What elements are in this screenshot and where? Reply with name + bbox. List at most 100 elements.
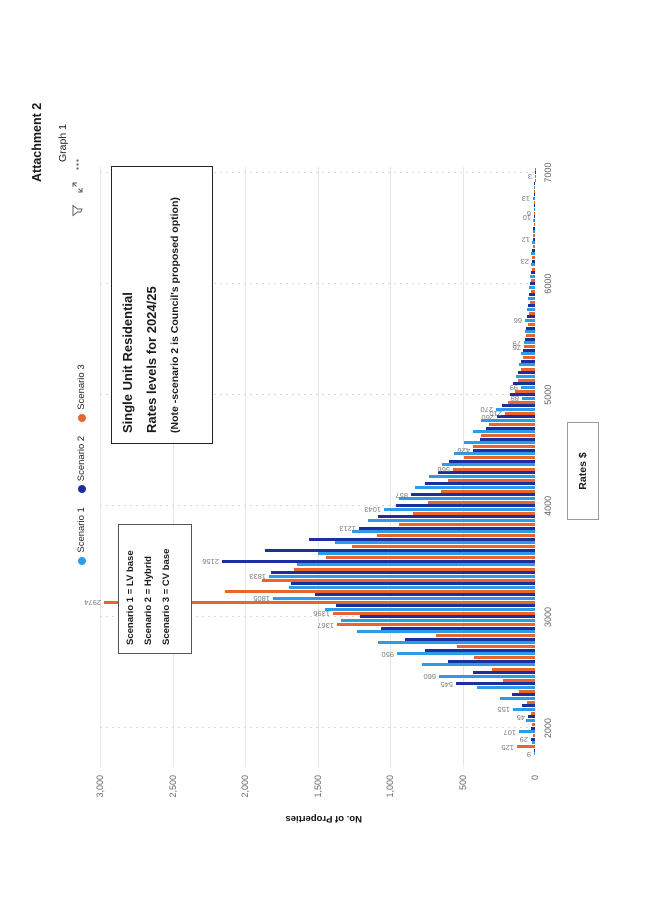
bar-scenario-1[interactable] <box>531 252 535 256</box>
bar-scenario-3[interactable] <box>491 667 535 671</box>
bar-scenario-2[interactable] <box>404 637 535 641</box>
more-options-icon[interactable] <box>70 158 84 172</box>
bar-scenario-3[interactable] <box>532 245 535 249</box>
bar-scenario-3[interactable] <box>530 712 535 715</box>
bar-scenario-2[interactable] <box>528 715 535 719</box>
bar-scenario-3[interactable] <box>529 300 535 304</box>
bar-scenario-1[interactable] <box>512 707 535 711</box>
bar-scenario-1[interactable] <box>523 341 535 345</box>
bar-scenario-1[interactable] <box>317 552 535 556</box>
bar-scenario-3[interactable] <box>527 700 535 704</box>
bar-scenario-1[interactable] <box>442 463 535 467</box>
bar-scenario-2[interactable] <box>265 548 535 552</box>
bar-scenario-3[interactable] <box>504 412 535 415</box>
bar-scenario-1[interactable] <box>414 485 535 489</box>
bar-scenario-3[interactable] <box>531 723 535 727</box>
bar-scenario-1[interactable] <box>533 185 535 189</box>
legend-item-scenario-1[interactable]: Scenario 1 <box>76 507 87 565</box>
bar-scenario-2[interactable] <box>530 271 535 275</box>
bar-scenario-1[interactable] <box>525 330 535 334</box>
bar-scenario-1[interactable] <box>288 585 535 589</box>
bar-scenario-2[interactable] <box>472 671 535 675</box>
bar-scenario-1[interactable] <box>334 541 535 545</box>
bar-scenario-3[interactable] <box>531 267 535 271</box>
bar-scenario-1[interactable] <box>356 630 535 634</box>
bar-scenario-3[interactable] <box>530 289 535 293</box>
bar-scenario-1[interactable] <box>532 741 535 745</box>
bar-scenario-3[interactable] <box>532 256 535 260</box>
bar-scenario-2[interactable] <box>510 393 535 397</box>
bar-scenario-2[interactable] <box>524 337 535 341</box>
bar-scenario-1[interactable] <box>472 430 535 434</box>
bar-scenario-3[interactable] <box>534 200 535 204</box>
bar-scenario-3[interactable] <box>516 745 535 749</box>
bar-scenario-2[interactable] <box>501 404 535 408</box>
bar-scenario-1[interactable] <box>352 530 535 534</box>
bar-scenario-2[interactable] <box>222 559 535 563</box>
bar-scenario-1[interactable] <box>519 730 535 734</box>
bar-scenario-1[interactable] <box>439 674 535 678</box>
bar-scenario-1[interactable] <box>521 352 535 356</box>
bar-scenario-1[interactable] <box>421 663 535 667</box>
bar-scenario-3[interactable] <box>474 656 535 660</box>
bar-scenario-3[interactable] <box>224 589 535 593</box>
bar-scenario-2[interactable] <box>455 682 535 686</box>
filter-icon[interactable] <box>70 204 84 218</box>
bar-scenario-2[interactable] <box>517 371 535 375</box>
bar-scenario-3[interactable] <box>534 189 535 193</box>
bar-scenario-1[interactable] <box>532 230 535 234</box>
bar-scenario-1[interactable] <box>516 374 535 378</box>
bar-scenario-2[interactable] <box>395 504 535 508</box>
bar-scenario-2[interactable] <box>529 293 535 297</box>
bar-scenario-2[interactable] <box>448 659 535 663</box>
bar-scenario-2[interactable] <box>533 215 535 219</box>
bar-scenario-2[interactable] <box>359 615 535 619</box>
bar-scenario-3[interactable] <box>533 223 535 227</box>
bar-scenario-2[interactable] <box>530 282 535 286</box>
bar-scenario-1[interactable] <box>397 652 535 656</box>
bar-scenario-3[interactable] <box>517 378 535 382</box>
bar-scenario-1[interactable] <box>269 574 535 578</box>
bar-scenario-2[interactable] <box>314 593 535 597</box>
bar-scenario-2[interactable] <box>533 226 535 230</box>
bar-scenario-2[interactable] <box>534 193 535 197</box>
bar-scenario-2[interactable] <box>485 426 535 430</box>
bar-scenario-3[interactable] <box>336 623 535 627</box>
bar-scenario-2[interactable] <box>533 204 535 208</box>
bar-scenario-3[interactable] <box>398 523 535 527</box>
bar-scenario-3[interactable] <box>519 689 535 693</box>
bar-scenario-3[interactable] <box>534 212 535 215</box>
bar-scenario-1[interactable] <box>526 719 535 722</box>
bar-scenario-2[interactable] <box>308 537 535 541</box>
bar-scenario-2[interactable] <box>378 515 535 519</box>
bar-scenario-2[interactable] <box>473 448 535 452</box>
bar-scenario-1[interactable] <box>533 207 535 211</box>
bar-scenario-3[interactable] <box>523 345 535 349</box>
bar-scenario-1[interactable] <box>519 363 535 367</box>
bar-scenario-1[interactable] <box>297 563 535 567</box>
bar-scenario-3[interactable] <box>456 645 535 649</box>
bar-scenario-2[interactable] <box>359 526 535 530</box>
bar-scenario-1[interactable] <box>533 196 535 200</box>
bar-scenario-2[interactable] <box>381 626 535 630</box>
bar-scenario-3[interactable] <box>413 512 535 515</box>
bar-scenario-3[interactable] <box>472 445 535 449</box>
bar-scenario-2[interactable] <box>522 348 535 352</box>
bar-scenario-2[interactable] <box>437 471 535 475</box>
focus-mode-icon[interactable] <box>70 181 84 195</box>
bar-scenario-1[interactable] <box>529 274 535 278</box>
bar-scenario-1[interactable] <box>533 752 535 756</box>
bar-scenario-3[interactable] <box>533 734 535 738</box>
bar-scenario-1[interactable] <box>532 241 535 245</box>
legend-item-scenario-3[interactable]: Scenario 3 <box>76 364 87 422</box>
bar-scenario-2[interactable] <box>534 748 535 752</box>
bar-scenario-1[interactable] <box>527 307 535 311</box>
bar-scenario-1[interactable] <box>528 285 535 289</box>
bar-scenario-3[interactable] <box>488 423 535 427</box>
bar-scenario-3[interactable] <box>448 478 535 482</box>
bar-scenario-2[interactable] <box>530 737 535 741</box>
bar-scenario-1[interactable] <box>398 496 535 500</box>
bar-scenario-3[interactable] <box>533 234 535 238</box>
bar-scenario-3[interactable] <box>527 323 535 327</box>
bar-scenario-1[interactable] <box>520 385 535 389</box>
